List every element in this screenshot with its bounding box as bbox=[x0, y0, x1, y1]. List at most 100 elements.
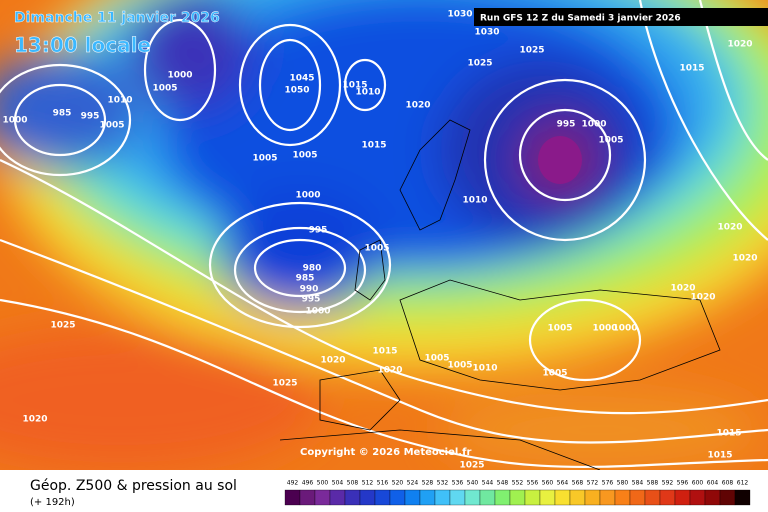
scale-label: 588 bbox=[647, 480, 659, 487]
scale-swatch bbox=[614, 489, 631, 506]
isobar-label: 1025 bbox=[467, 59, 492, 69]
isobar-label: 1025 bbox=[50, 321, 75, 331]
run-info: Run GFS 12 Z du Samedi 3 janvier 2026 bbox=[480, 14, 681, 24]
scale-label: 492 bbox=[287, 480, 299, 487]
scale-swatch bbox=[449, 489, 466, 506]
scale-label: 592 bbox=[662, 480, 674, 487]
scale-label: 612 bbox=[737, 480, 749, 487]
isobar-label: 1000 bbox=[295, 191, 320, 201]
isobar-label: 1045 bbox=[289, 74, 314, 84]
isobar-label: 1015 bbox=[707, 451, 732, 461]
scale-label: 572 bbox=[587, 480, 599, 487]
isobar-label: 985 bbox=[53, 109, 72, 119]
isobar-label: 1015 bbox=[716, 429, 741, 439]
scale-swatch bbox=[494, 489, 511, 506]
scale-label: 516 bbox=[377, 480, 389, 487]
isobar-label: 990 bbox=[300, 285, 319, 295]
scale-swatch bbox=[314, 489, 331, 506]
scale-label: 496 bbox=[302, 480, 314, 487]
scale-swatch bbox=[329, 489, 346, 506]
scale-swatch bbox=[644, 489, 661, 506]
scale-label: 596 bbox=[677, 480, 689, 487]
scale-swatch bbox=[629, 489, 646, 506]
scale-swatch bbox=[539, 489, 556, 506]
scale-label: 548 bbox=[497, 480, 509, 487]
lead-time: (+ 192h) bbox=[30, 497, 75, 508]
scale-label: 580 bbox=[617, 480, 629, 487]
isobar-label: 995 bbox=[309, 226, 328, 236]
isobar-label: 995 bbox=[302, 295, 321, 305]
isobar-label: 1020 bbox=[670, 284, 695, 294]
scale-swatch bbox=[389, 489, 406, 506]
isobar-label: 1030 bbox=[474, 28, 499, 38]
scale-swatch bbox=[569, 489, 586, 506]
scale-swatch bbox=[659, 489, 676, 506]
run-banner bbox=[474, 8, 768, 26]
scale-swatch bbox=[584, 489, 601, 506]
scale-label: 520 bbox=[392, 480, 404, 487]
scale-swatch bbox=[284, 489, 301, 506]
isobar-label: 1020 bbox=[377, 366, 402, 376]
scale-swatch bbox=[374, 489, 391, 506]
isobar-label: 1020 bbox=[727, 40, 752, 50]
isobar-label: 1005 bbox=[447, 361, 472, 371]
scale-label: 600 bbox=[692, 480, 704, 487]
scale-swatch bbox=[599, 489, 616, 506]
isobar-label: 1020 bbox=[320, 356, 345, 366]
copyright: Copyright © 2026 Meteociel.fr bbox=[300, 447, 471, 458]
scale-swatch bbox=[674, 489, 691, 506]
scale-label: 564 bbox=[557, 480, 569, 487]
scale-swatch bbox=[419, 489, 436, 506]
isobar-label: 1000 bbox=[167, 71, 192, 81]
scale-label: 608 bbox=[722, 480, 734, 487]
scale-swatch bbox=[359, 489, 376, 506]
isobar-label: 1005 bbox=[99, 121, 124, 131]
scale-swatch bbox=[434, 489, 451, 506]
isobar-label: 1000 bbox=[592, 324, 617, 334]
coastlines bbox=[279, 119, 721, 471]
isobar-label: 1005 bbox=[152, 84, 177, 94]
scale-swatch bbox=[734, 489, 751, 506]
footer-title: Géop. Z500 & pression au sol bbox=[30, 478, 237, 494]
isobar-label: 1000 bbox=[305, 307, 330, 317]
scale-swatch bbox=[404, 489, 421, 506]
isobar-label: 1010 bbox=[107, 96, 132, 106]
isobar-label: 1015 bbox=[372, 347, 397, 357]
z500-field bbox=[0, 0, 768, 470]
scale-label: 552 bbox=[512, 480, 524, 487]
scale-label: 540 bbox=[467, 480, 479, 487]
scale-label: 508 bbox=[347, 480, 359, 487]
scale-swatch bbox=[479, 489, 496, 506]
scale-label: 504 bbox=[332, 480, 344, 487]
scale-label: 536 bbox=[452, 480, 464, 487]
scale-swatch bbox=[524, 489, 541, 506]
scale-label: 500 bbox=[317, 480, 329, 487]
forecast-date: Dimanche 11 janvier 2026 bbox=[14, 10, 220, 26]
scale-label: 604 bbox=[707, 480, 719, 487]
isobar-label: 1005 bbox=[598, 136, 623, 146]
isobar-label: 1005 bbox=[547, 324, 572, 334]
isobar-label: 1020 bbox=[690, 293, 715, 303]
scale-label: 528 bbox=[422, 480, 434, 487]
isobar-label: 1000 bbox=[612, 324, 637, 334]
isobar-label: 1020 bbox=[717, 223, 742, 233]
scale-swatch bbox=[554, 489, 571, 506]
scale-swatch bbox=[719, 489, 736, 506]
isobar-label: 995 bbox=[81, 112, 100, 122]
scale-swatch bbox=[704, 489, 721, 506]
isobar-label: 985 bbox=[296, 274, 315, 284]
scale-label: 512 bbox=[362, 480, 374, 487]
scale-swatch bbox=[464, 489, 481, 506]
isobar-label: 1030 bbox=[447, 10, 472, 20]
scale-label: 568 bbox=[572, 480, 584, 487]
isobar-label: 1015 bbox=[679, 64, 704, 74]
scale-swatch bbox=[689, 489, 706, 506]
isobar-label: 1005 bbox=[292, 151, 317, 161]
scale-label: 576 bbox=[602, 480, 614, 487]
isobar-label: 1010 bbox=[355, 88, 380, 98]
isobar-label: 1025 bbox=[519, 46, 544, 56]
isobar-label: 1015 bbox=[361, 141, 386, 151]
isobars bbox=[0, 0, 768, 469]
isobar-label: 1005 bbox=[424, 354, 449, 364]
